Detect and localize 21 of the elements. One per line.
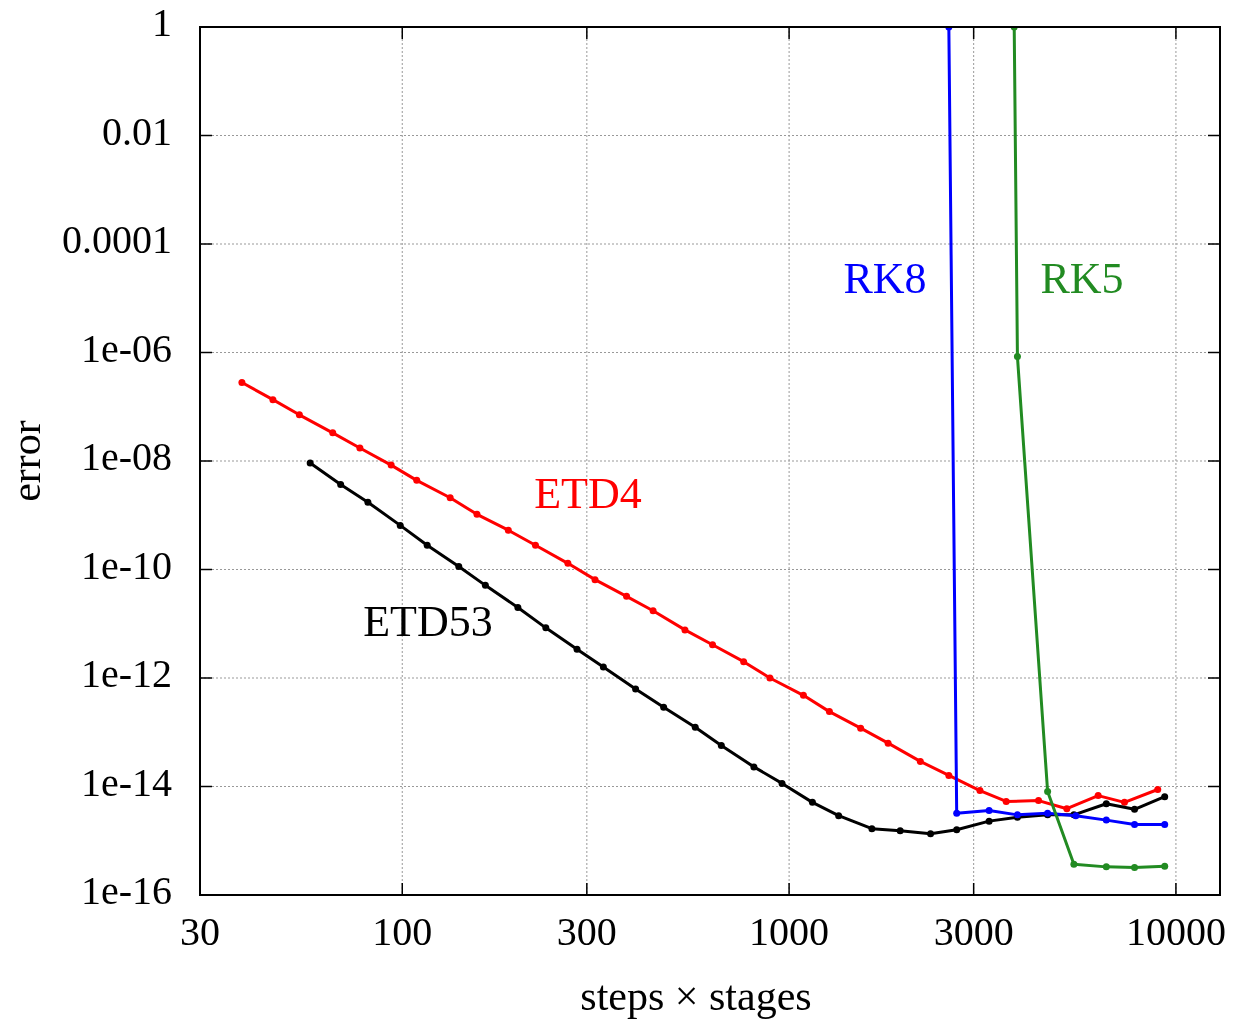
y-tick-label: 1e-12 bbox=[80, 651, 172, 697]
x-tick-label: 30 bbox=[180, 909, 220, 954]
y-tick-label: 1 bbox=[152, 0, 172, 46]
series-label: RK8 bbox=[843, 254, 927, 304]
series-label: ETD53 bbox=[363, 597, 493, 647]
series-label: RK5 bbox=[1040, 254, 1124, 304]
y-tick-label: 1e-06 bbox=[80, 325, 172, 371]
y-tick-label: 1e-16 bbox=[80, 868, 172, 914]
x-tick-label: 3000 bbox=[933, 909, 1014, 954]
y-tick-label: 0.0001 bbox=[62, 217, 172, 263]
y-tick-label: 1e-08 bbox=[80, 434, 172, 480]
x-tick-label: 100 bbox=[372, 909, 433, 954]
y-tick-label: 0.01 bbox=[102, 108, 172, 154]
x-tick-label: 300 bbox=[556, 909, 617, 954]
x-tick-label: 10000 bbox=[1125, 909, 1226, 954]
x-axis-title: steps × stages bbox=[580, 973, 812, 1019]
x-tick-label: 1000 bbox=[749, 909, 830, 954]
series-label: ETD4 bbox=[534, 469, 642, 519]
y-tick-label: 1e-14 bbox=[80, 759, 172, 805]
y-tick-label: 1e-10 bbox=[80, 542, 172, 588]
y-axis-title: error bbox=[3, 420, 49, 502]
